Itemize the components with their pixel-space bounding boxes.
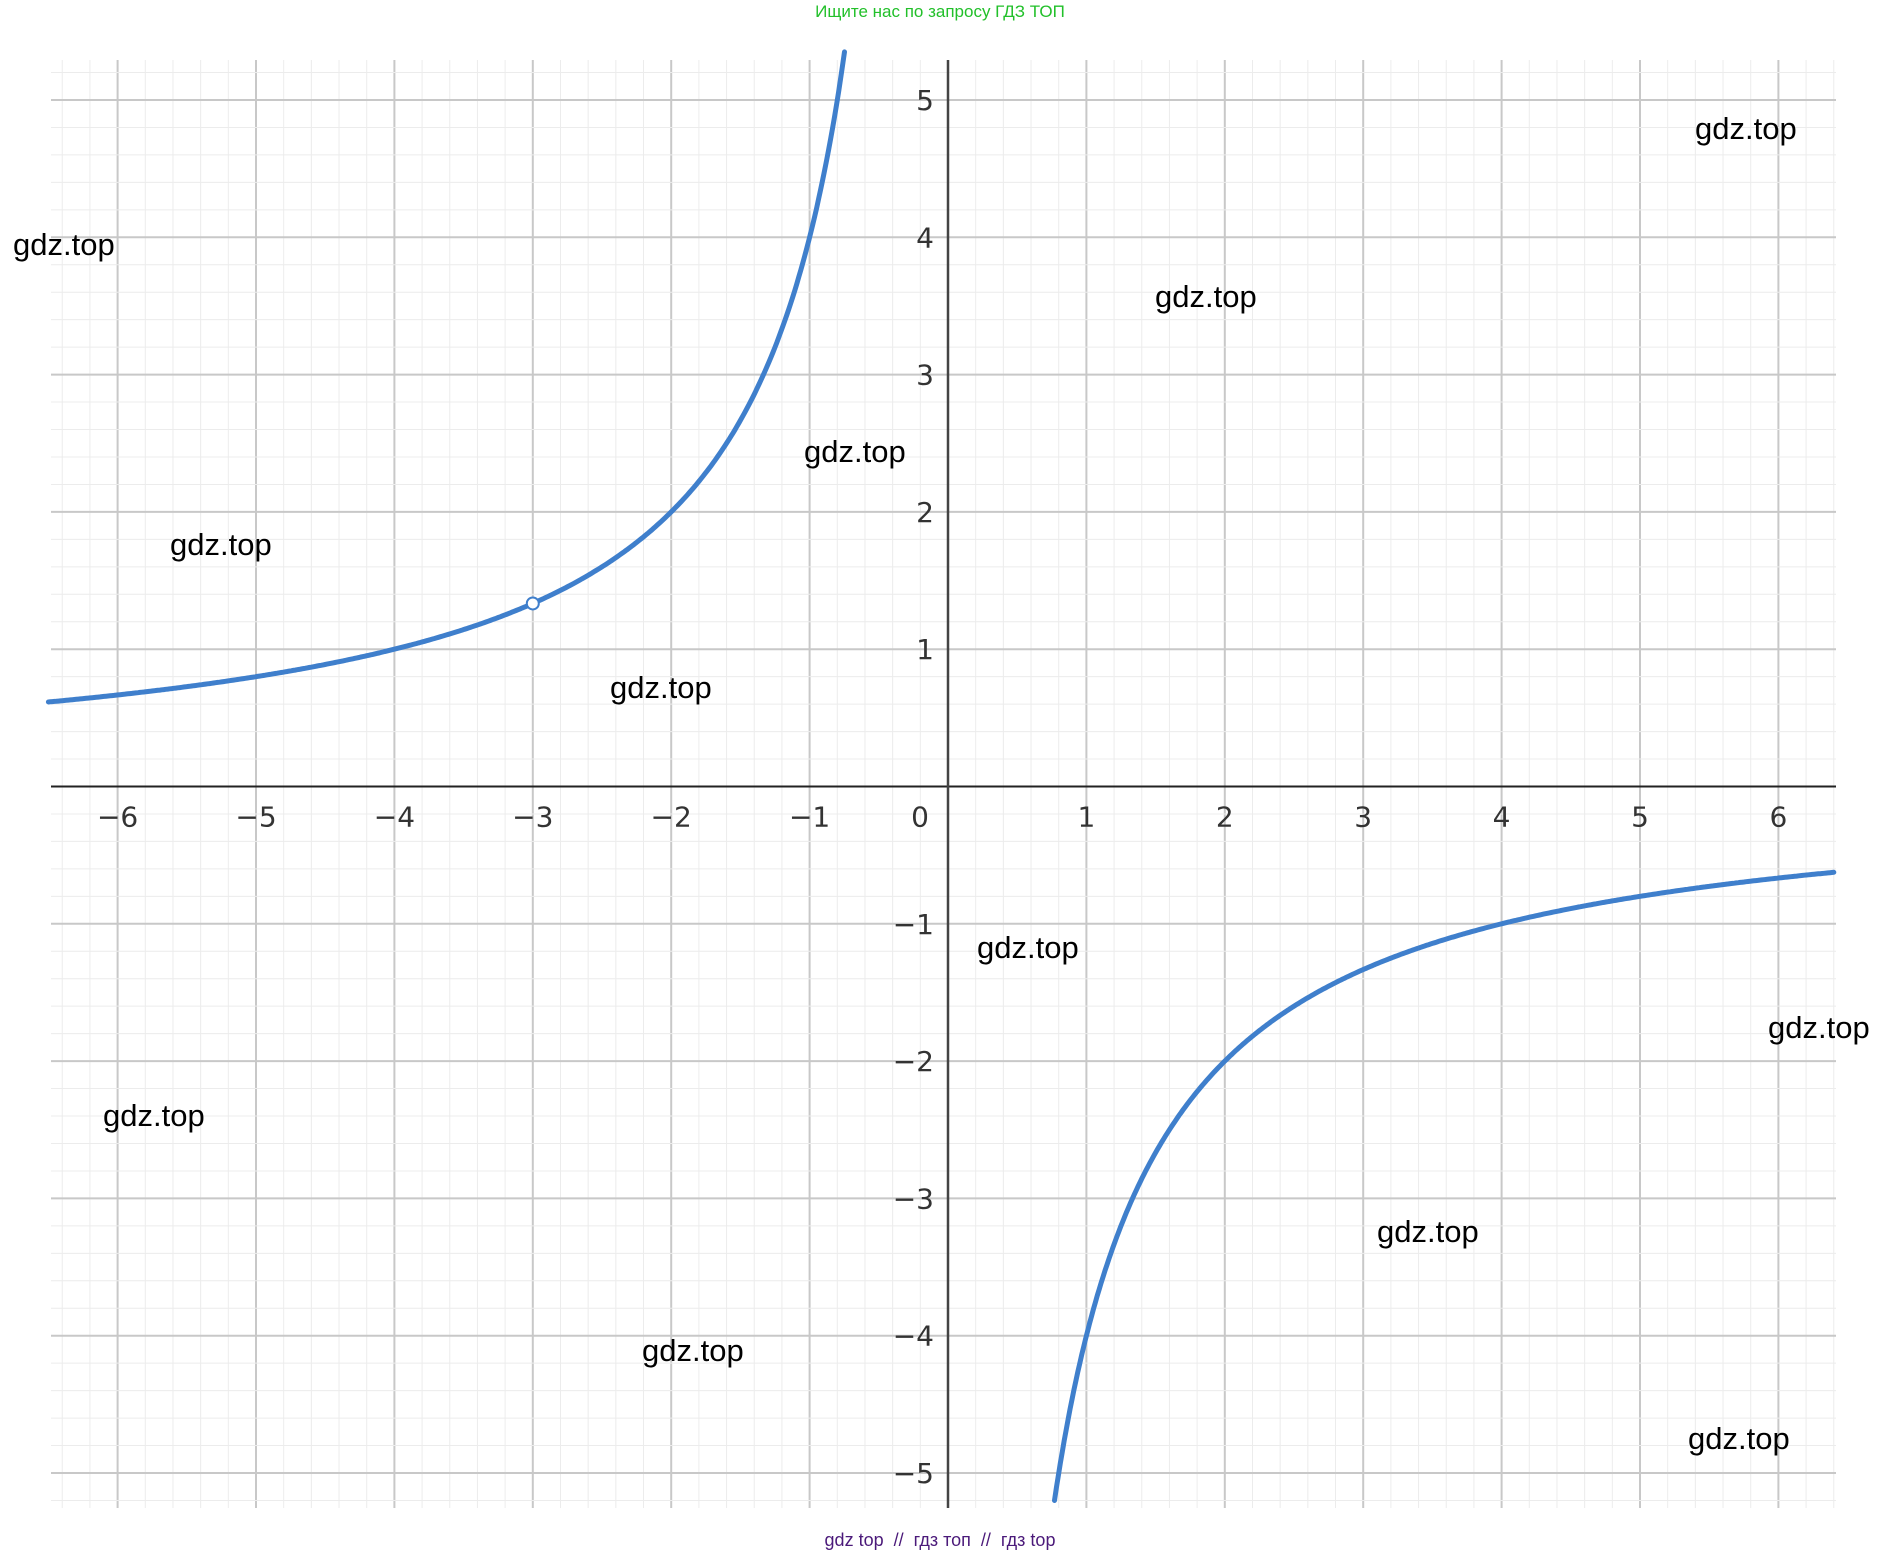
watermark-text: gdz.top <box>977 930 1079 965</box>
y-tick-label: −4 <box>893 1320 934 1353</box>
x-tick-label: 3 <box>1354 801 1372 834</box>
x-tick-label: 0 <box>911 801 929 834</box>
curve-left-branch <box>45 49 847 705</box>
y-tick-label: −2 <box>893 1045 934 1078</box>
y-tick-label: −3 <box>893 1182 934 1215</box>
y-tick-label: −5 <box>893 1457 934 1490</box>
x-tick-label: −5 <box>235 801 276 834</box>
watermark-text: gdz.top <box>170 527 272 562</box>
x-tick-label: 1 <box>1077 801 1095 834</box>
watermark-text: gdz.top <box>13 227 115 262</box>
watermark-text: gdz.top <box>804 434 906 469</box>
watermark-text: gdz.top <box>642 1333 744 1368</box>
x-tick-label: 6 <box>1769 801 1787 834</box>
y-tick-label: 3 <box>916 359 934 392</box>
y-tick-label: −1 <box>893 908 934 941</box>
watermark-text: gdz.top <box>1155 279 1257 314</box>
watermark-text: gdz.top <box>1768 1010 1870 1045</box>
curve-right-branch <box>1052 869 1837 1503</box>
x-tick-label: 4 <box>1493 801 1511 834</box>
x-tick-label: 5 <box>1631 801 1649 834</box>
x-tick-label: −4 <box>374 801 415 834</box>
excluded-point-marker <box>525 596 540 611</box>
y-tick-label: 5 <box>916 84 934 117</box>
x-tick-label: −3 <box>512 801 553 834</box>
watermark-text: gdz.top <box>1377 1214 1479 1249</box>
watermark-text: gdz.top <box>610 670 712 705</box>
x-tick-label: −2 <box>651 801 692 834</box>
watermark-text: gdz.top <box>1695 111 1797 146</box>
y-tick-label: 1 <box>916 633 934 666</box>
x-tick-label: 2 <box>1216 801 1234 834</box>
x-tick-label: −6 <box>97 801 138 834</box>
watermark-text: gdz.top <box>1688 1421 1790 1456</box>
footer-note: gdz top // гдз топ // гдз top <box>824 1530 1056 1550</box>
y-tick-label: 2 <box>916 496 934 529</box>
x-tick-label: −1 <box>789 801 830 834</box>
header-note: Ищите нас по запросу ГДЗ ТОП <box>815 2 1065 21</box>
watermark-text: gdz.top <box>103 1098 205 1133</box>
y-tick-label: 4 <box>916 221 934 254</box>
